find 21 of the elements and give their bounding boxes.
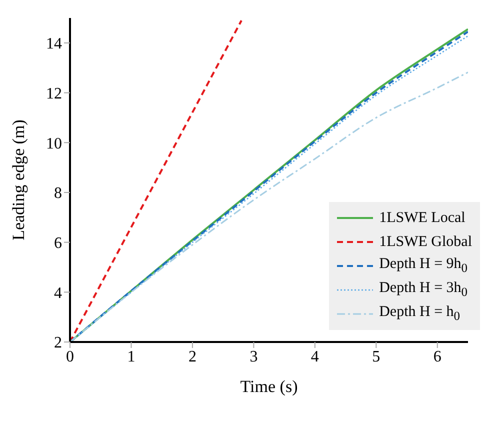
x-tick-label: 0 — [66, 348, 74, 366]
legend-label: 1LSWE Global — [379, 234, 472, 250]
x-tick-label: 6 — [433, 348, 442, 366]
x-tick-label: 5 — [372, 348, 380, 366]
y-tick-label: 12 — [46, 85, 62, 102]
y-tick-label: 10 — [46, 135, 62, 152]
x-tick-label: 4 — [310, 348, 319, 366]
x-tick-label: 1 — [127, 348, 136, 366]
y-tick-label: 8 — [54, 185, 62, 202]
y-tick-label: 2 — [54, 334, 62, 352]
legend-label: Depth H = 3h$_{0}$ — [379, 280, 468, 300]
legend-label: 1LSWE Local — [379, 210, 466, 226]
x-tick-label: 3 — [250, 348, 258, 366]
y-axis-title: Leading edge (m) — [9, 120, 28, 240]
y-tick-label: 6 — [54, 234, 62, 252]
x-axis-title: Time (s) — [240, 377, 298, 396]
legend-label: Depth H = h$_{0}$ — [379, 304, 460, 324]
x-tick-label: 2 — [188, 348, 196, 366]
y-tick-label: 4 — [54, 284, 62, 302]
y-tick-label: 14 — [46, 36, 62, 53]
legend-label: Depth H = 9h$_{0}$ — [379, 256, 468, 276]
